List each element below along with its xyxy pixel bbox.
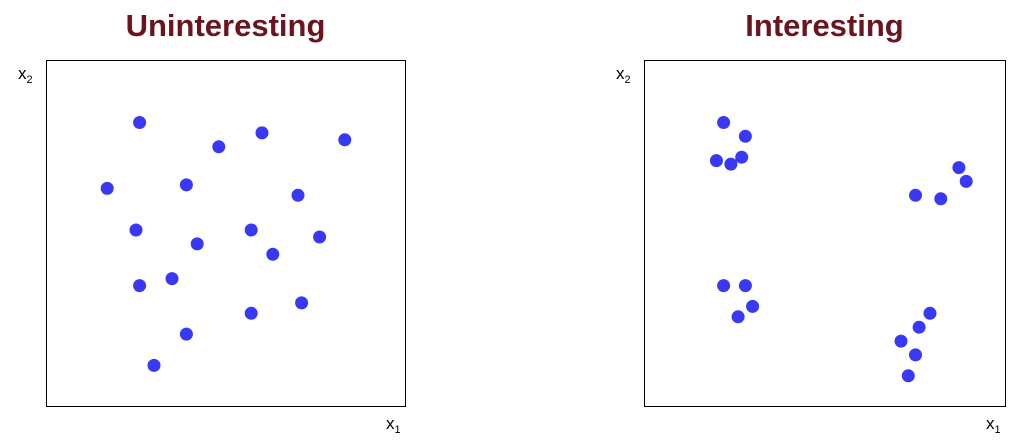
- uninteresting-point-16: [295, 296, 309, 310]
- uninteresting-point-3: [255, 126, 269, 140]
- interesting-point-2: [738, 129, 752, 143]
- uninteresting-point-5: [100, 181, 114, 195]
- uninteresting-point-14: [133, 279, 147, 293]
- interesting-point-5: [735, 150, 749, 164]
- uninteresting-point-4: [338, 133, 352, 147]
- uninteresting-point-6: [179, 178, 193, 192]
- uninteresting-point-2: [212, 140, 226, 154]
- uninteresting-point-11: [266, 247, 280, 261]
- interesting-point-11: [738, 279, 752, 293]
- interesting-point-4: [724, 157, 738, 171]
- uninteresting-point-1: [133, 116, 147, 129]
- interesting-point-13: [731, 310, 745, 324]
- interesting-point-3: [709, 154, 723, 168]
- interesting-point-6: [952, 161, 966, 175]
- uninteresting-point-13: [165, 272, 179, 286]
- interesting-point-8: [909, 188, 922, 202]
- interesting-point-14: [923, 306, 937, 320]
- y-axis-label-uninteresting: x2: [18, 64, 33, 86]
- uninteresting-point-7: [291, 188, 305, 202]
- uninteresting-point-8: [129, 223, 143, 237]
- chart-title-uninteresting: Uninteresting: [125, 8, 326, 43]
- chart-title-interesting: Interesting: [745, 8, 904, 43]
- plot-area-uninteresting: [46, 60, 406, 407]
- uninteresting-point-12: [313, 230, 327, 244]
- interesting-point-15: [912, 320, 926, 334]
- interesting-point-18: [901, 369, 915, 383]
- interesting-point-7: [959, 174, 973, 188]
- x-axis-label-interesting: x1: [986, 414, 1001, 436]
- plot-area-interesting: [644, 60, 1006, 407]
- interesting-point-9: [934, 192, 948, 206]
- uninteresting-point-18: [147, 358, 161, 372]
- uninteresting-point-17: [179, 327, 193, 341]
- x-axis-label-uninteresting: x1: [386, 414, 401, 436]
- interesting-point-12: [746, 299, 760, 313]
- interesting-point-17: [909, 348, 922, 362]
- interesting-point-10: [717, 279, 731, 293]
- interesting-point-1: [717, 116, 731, 129]
- uninteresting-point-15: [244, 306, 258, 320]
- y-axis-label-interesting: x2: [616, 64, 631, 86]
- uninteresting-point-9: [190, 237, 204, 251]
- uninteresting-point-10: [244, 223, 258, 237]
- interesting-point-16: [894, 334, 908, 348]
